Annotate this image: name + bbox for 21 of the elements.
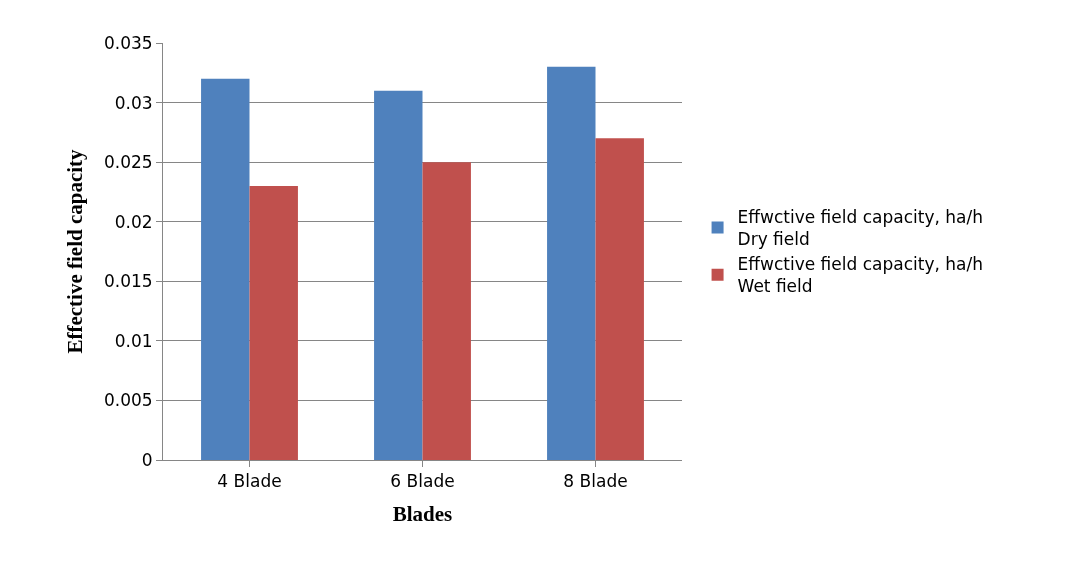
bar <box>422 162 471 460</box>
y-tick-label: 0.03 <box>114 92 153 113</box>
legend-label: Effwctive field capacity, ha/h Dry field <box>737 207 983 250</box>
legend-label: Effwctive field capacity, ha/h Wet field <box>737 254 983 297</box>
y-axis-title: Effective field capacity <box>63 148 88 354</box>
bar <box>374 90 423 460</box>
y-tick-label: 0.02 <box>114 211 153 232</box>
bar <box>547 66 596 460</box>
y-tick-label: 0.035 <box>103 32 153 53</box>
y-tick-label: 0.015 <box>103 271 153 292</box>
y-tick-label: 0.005 <box>103 390 153 411</box>
bar <box>249 185 298 460</box>
x-tick-label: 8 Blade <box>563 471 628 492</box>
bar <box>201 78 250 460</box>
y-tick-label: 0.01 <box>114 330 153 351</box>
x-tick-label: 4 Blade <box>217 471 282 492</box>
x-tick-label: 6 Blade <box>390 471 455 492</box>
y-tick-label: 0.025 <box>103 152 153 173</box>
bar <box>595 138 644 460</box>
x-axis-title: Blades <box>392 501 453 526</box>
y-tick-label: 0 <box>141 449 153 470</box>
